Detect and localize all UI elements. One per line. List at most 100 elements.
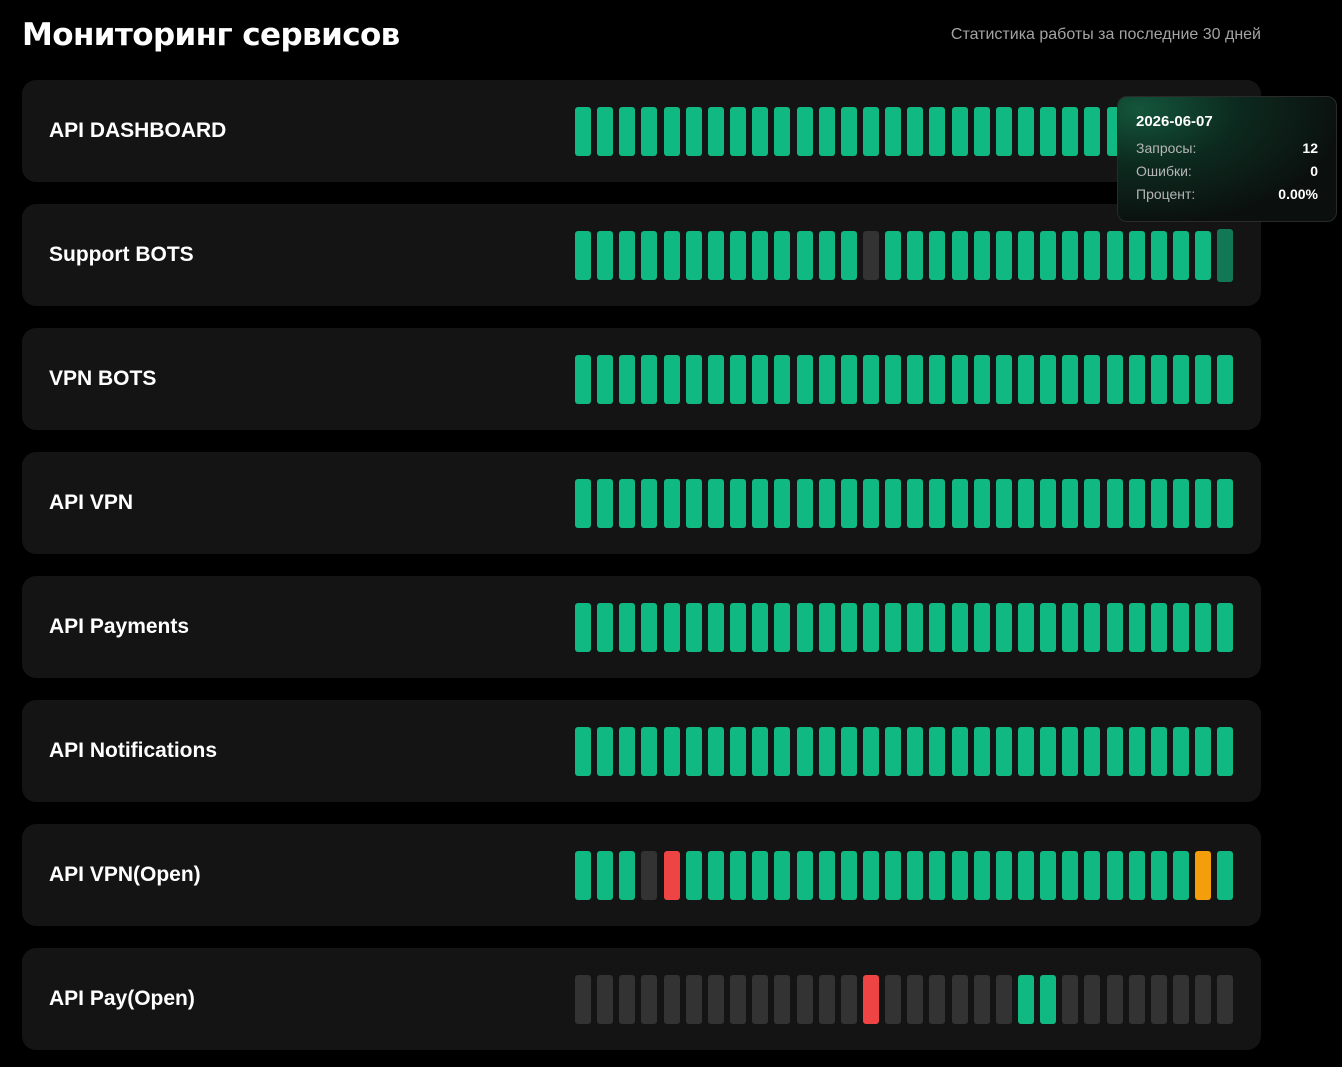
day-bar[interactable] (774, 479, 790, 528)
day-bar[interactable] (1062, 107, 1078, 156)
day-bar[interactable] (664, 727, 680, 776)
day-bar[interactable] (974, 727, 990, 776)
day-bar[interactable] (885, 107, 901, 156)
day-bar[interactable] (619, 355, 635, 404)
day-bar[interactable] (1062, 727, 1078, 776)
day-bar[interactable] (1195, 231, 1211, 280)
day-bar[interactable] (797, 851, 813, 900)
day-bar[interactable] (708, 975, 724, 1024)
day-bar[interactable] (929, 479, 945, 528)
day-bar[interactable] (641, 231, 657, 280)
day-bar[interactable] (664, 355, 680, 404)
day-bar[interactable] (686, 727, 702, 776)
day-bar[interactable] (885, 231, 901, 280)
day-bar[interactable] (664, 479, 680, 528)
day-bar[interactable] (1151, 479, 1167, 528)
day-bar[interactable] (1173, 231, 1189, 280)
day-bar[interactable] (1084, 975, 1100, 1024)
day-bar[interactable] (974, 479, 990, 528)
day-bar[interactable] (952, 975, 968, 1024)
day-bar[interactable] (1084, 603, 1100, 652)
day-bar[interactable] (708, 851, 724, 900)
day-bar[interactable] (752, 107, 768, 156)
day-bar[interactable] (1173, 355, 1189, 404)
day-bar[interactable] (1107, 975, 1123, 1024)
day-bar[interactable] (575, 603, 591, 652)
day-bar[interactable] (885, 851, 901, 900)
day-bar[interactable] (1217, 355, 1233, 404)
day-bar[interactable] (996, 479, 1012, 528)
day-bar[interactable] (885, 603, 901, 652)
day-bar[interactable] (730, 727, 746, 776)
day-bar[interactable] (819, 727, 835, 776)
day-bar[interactable] (797, 479, 813, 528)
day-bar[interactable] (1040, 355, 1056, 404)
day-bar[interactable] (952, 479, 968, 528)
day-bar[interactable] (619, 603, 635, 652)
day-bar[interactable] (1084, 355, 1100, 404)
day-bar[interactable] (664, 231, 680, 280)
day-bar[interactable] (641, 603, 657, 652)
day-bar[interactable] (1107, 727, 1123, 776)
day-bar[interactable] (774, 107, 790, 156)
day-bar[interactable] (929, 603, 945, 652)
day-bar[interactable] (1107, 355, 1123, 404)
day-bar[interactable] (752, 727, 768, 776)
day-bar[interactable] (996, 355, 1012, 404)
day-bar[interactable] (819, 975, 835, 1024)
day-bar[interactable] (907, 107, 923, 156)
day-bar[interactable] (907, 355, 923, 404)
day-bar[interactable] (686, 851, 702, 900)
day-bar[interactable] (819, 231, 835, 280)
day-bar[interactable] (996, 231, 1012, 280)
day-bar[interactable] (819, 107, 835, 156)
day-bar[interactable] (841, 727, 857, 776)
day-bar[interactable] (1195, 975, 1211, 1024)
day-bar[interactable] (752, 479, 768, 528)
day-bar[interactable] (1151, 727, 1167, 776)
day-bar[interactable] (1062, 479, 1078, 528)
day-bar[interactable] (1018, 851, 1034, 900)
day-bar[interactable] (797, 727, 813, 776)
day-bar[interactable] (797, 107, 813, 156)
day-bar[interactable] (819, 355, 835, 404)
day-bar[interactable] (686, 231, 702, 280)
day-bar[interactable] (1062, 603, 1078, 652)
day-bar[interactable] (619, 107, 635, 156)
day-bar[interactable] (641, 479, 657, 528)
day-bar[interactable] (1018, 975, 1034, 1024)
day-bar[interactable] (1084, 851, 1100, 900)
day-bar[interactable] (1018, 727, 1034, 776)
day-bar[interactable] (996, 851, 1012, 900)
day-bar[interactable] (907, 727, 923, 776)
day-bar[interactable] (1195, 479, 1211, 528)
day-bar[interactable] (686, 355, 702, 404)
day-bar[interactable] (1129, 231, 1145, 280)
day-bar[interactable] (996, 727, 1012, 776)
day-bar[interactable] (575, 107, 591, 156)
day-bar[interactable] (1195, 355, 1211, 404)
day-bar[interactable] (597, 479, 613, 528)
day-bar[interactable] (708, 603, 724, 652)
day-bar[interactable] (974, 231, 990, 280)
day-bar[interactable] (841, 603, 857, 652)
day-bar[interactable] (929, 727, 945, 776)
day-bar[interactable] (1107, 603, 1123, 652)
day-bar[interactable] (708, 355, 724, 404)
day-bar[interactable] (929, 851, 945, 900)
day-bar[interactable] (619, 479, 635, 528)
day-bar[interactable] (1040, 975, 1056, 1024)
day-bar[interactable] (841, 355, 857, 404)
day-bar[interactable] (974, 355, 990, 404)
day-bar[interactable] (1040, 727, 1056, 776)
day-bar[interactable] (664, 975, 680, 1024)
day-bar[interactable] (1217, 727, 1233, 776)
day-bar[interactable] (1151, 355, 1167, 404)
day-bar[interactable] (774, 231, 790, 280)
day-bar[interactable] (641, 975, 657, 1024)
day-bar[interactable] (952, 107, 968, 156)
day-bar[interactable] (1062, 851, 1078, 900)
day-bar[interactable] (885, 727, 901, 776)
day-bar[interactable] (686, 603, 702, 652)
day-bar[interactable] (686, 479, 702, 528)
